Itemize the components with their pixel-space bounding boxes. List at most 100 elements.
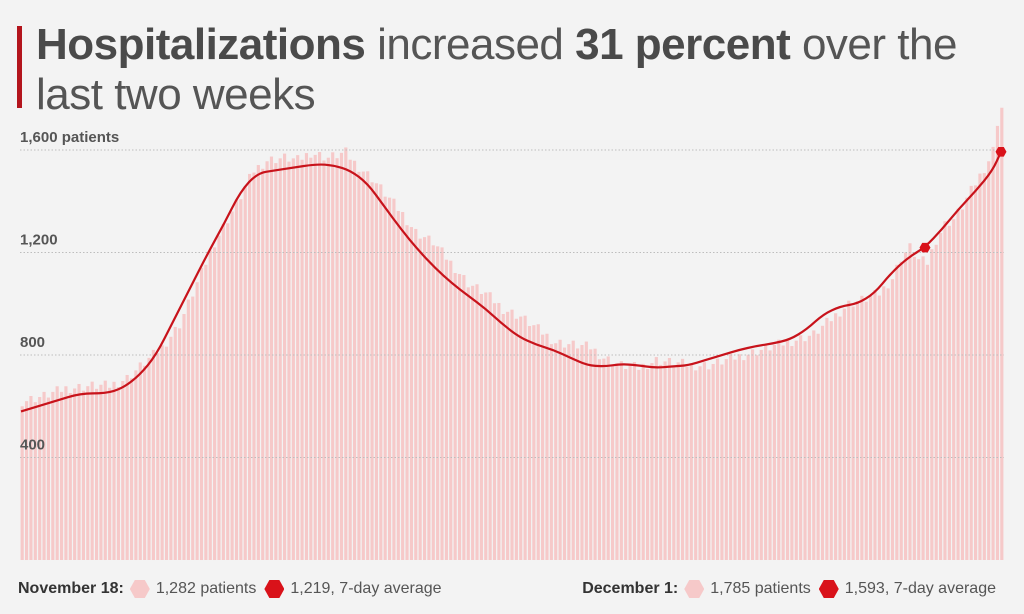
- bar: [51, 391, 55, 560]
- bar: [724, 359, 728, 560]
- bar: [252, 172, 256, 561]
- bar: [545, 333, 549, 560]
- patients-hexagon-icon: [129, 580, 150, 598]
- bar: [571, 340, 575, 560]
- bar: [352, 160, 357, 560]
- chart-title: Hospitalizations increased 31 percent ov…: [36, 20, 996, 120]
- bar: [672, 365, 676, 560]
- bar: [995, 125, 1000, 560]
- bar: [803, 341, 807, 560]
- bar: [164, 346, 169, 560]
- bar: [790, 346, 794, 560]
- bar: [440, 247, 444, 561]
- bar: [742, 360, 746, 561]
- bar: [799, 335, 803, 560]
- bar: [501, 314, 505, 560]
- bar: [339, 152, 344, 560]
- bar: [527, 326, 532, 560]
- bar: [759, 349, 763, 561]
- bar: [925, 264, 930, 560]
- bar: [960, 209, 965, 560]
- title-bold-1: Hospitalizations: [36, 20, 366, 69]
- bar: [834, 313, 838, 560]
- bar: [820, 325, 825, 560]
- bar: [24, 401, 29, 561]
- bar: [335, 158, 339, 560]
- bar: [112, 381, 116, 560]
- bar: [29, 396, 33, 560]
- bar: [234, 199, 239, 560]
- footer-date: November 18:: [18, 580, 124, 597]
- bar: [707, 369, 711, 560]
- bar: [965, 197, 969, 560]
- bar: [768, 350, 772, 560]
- bar: [921, 256, 925, 560]
- y-tick-label: 800: [20, 334, 45, 351]
- footer-patients: 1,785 patients: [710, 580, 811, 597]
- bar: [125, 374, 129, 560]
- bar: [877, 295, 881, 560]
- bar: [974, 185, 978, 561]
- bar: [204, 264, 208, 560]
- bar: [711, 363, 715, 560]
- bar: [409, 227, 413, 561]
- bar: [812, 330, 816, 560]
- bar: [217, 235, 221, 560]
- bar: [890, 279, 895, 560]
- bar: [134, 370, 138, 561]
- footer-december-1: December 1: 1,785 patients 1,593, 7-day …: [582, 575, 1004, 603]
- bar: [646, 369, 650, 560]
- bar: [825, 317, 829, 560]
- bar: [243, 186, 247, 560]
- bar: [291, 158, 295, 560]
- bar: [38, 397, 42, 560]
- bar: [475, 284, 479, 560]
- bar: [230, 211, 234, 560]
- bar: [396, 210, 400, 561]
- bar: [103, 380, 107, 561]
- bar: [615, 363, 619, 560]
- y-tick-label: 1,200: [20, 232, 58, 249]
- bar: [99, 384, 103, 560]
- bar: [606, 356, 610, 560]
- bar: [151, 349, 155, 561]
- bar: [401, 212, 405, 560]
- bar: [81, 390, 85, 560]
- bar: [77, 383, 81, 560]
- bar: [68, 393, 72, 560]
- bar: [138, 362, 142, 560]
- bar: [619, 361, 623, 560]
- bar: [930, 249, 934, 561]
- average-hexagon-icon: [818, 580, 839, 598]
- bar: [764, 344, 768, 560]
- bar: [755, 355, 759, 560]
- bar: [484, 292, 488, 560]
- bar: [492, 303, 497, 560]
- bar: [296, 155, 300, 560]
- bar: [510, 309, 514, 560]
- bar: [904, 252, 908, 560]
- bar: [160, 345, 164, 560]
- bar: [886, 288, 890, 561]
- bar: [514, 318, 518, 560]
- bar: [580, 345, 584, 560]
- bar: [274, 163, 278, 560]
- bar: [772, 345, 776, 560]
- grid-lines: 400 800 1,200 1,600 patients: [20, 129, 1004, 458]
- bar: [265, 161, 269, 560]
- bar: [344, 147, 348, 560]
- bar: [129, 378, 134, 560]
- bar: [457, 274, 462, 560]
- bar: [869, 295, 873, 560]
- bar: [842, 308, 846, 560]
- bar: [694, 370, 698, 561]
- bar: [689, 363, 693, 560]
- bar: [659, 364, 663, 560]
- bar: [982, 173, 986, 560]
- bar: [121, 381, 125, 560]
- bar: [589, 349, 593, 560]
- bar: [182, 314, 186, 560]
- bar: [873, 290, 877, 560]
- bar: [313, 154, 317, 560]
- bar: [676, 362, 680, 560]
